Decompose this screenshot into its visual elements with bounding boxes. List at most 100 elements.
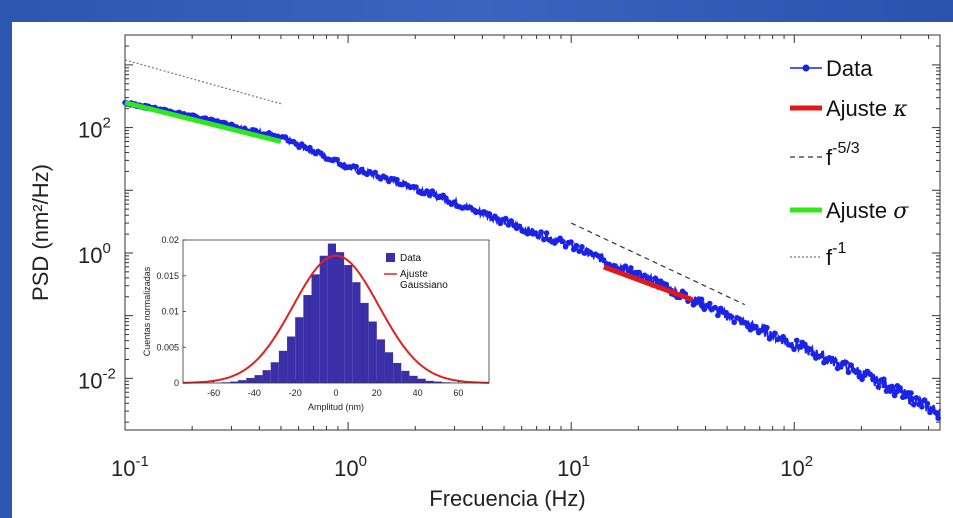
data-point (880, 376, 887, 382)
legend-data-marker (802, 64, 810, 72)
data-point (628, 265, 634, 271)
histogram-bar (336, 252, 345, 383)
inset-y-tick-label: 0.01 (161, 307, 179, 317)
data-point (910, 401, 917, 408)
histogram-bar (368, 321, 377, 383)
inset-x-tick-label: 0 (333, 388, 338, 398)
data-point (891, 392, 898, 399)
histogram-bar (278, 350, 288, 383)
inset-x-tick-label: -60 (207, 388, 220, 398)
histogram-bar (384, 352, 394, 383)
data-point (845, 369, 852, 376)
inset-y-axis-label: Cuentas normalizadas (142, 266, 152, 356)
data-point (715, 312, 721, 319)
legend-f-53-label: f-5/3 (826, 140, 860, 170)
data-point (861, 372, 868, 379)
inset-y-tick-label: 0.005 (156, 342, 179, 352)
data-point (897, 385, 903, 391)
data-point (573, 242, 580, 249)
data-point (576, 248, 582, 255)
histogram-bar (327, 243, 336, 383)
histogram-bar (352, 282, 361, 383)
data-point (307, 144, 313, 151)
data-point (543, 230, 550, 236)
inset-y-tick-label: 0.02 (161, 235, 179, 245)
data-point (913, 395, 920, 401)
data-point (334, 156, 340, 163)
data-point (853, 369, 860, 375)
data-point (647, 275, 653, 282)
data-point (810, 351, 816, 357)
data-point (837, 364, 844, 370)
x-tick-label: 100 (334, 453, 367, 481)
legend-fit-sigma-label: Ajuste σ (826, 198, 909, 224)
histogram-bar (270, 362, 279, 383)
histogram-bar (262, 370, 271, 383)
data-point (919, 404, 925, 410)
data-point (889, 383, 895, 390)
histogram-bar (376, 339, 385, 383)
data-point (413, 184, 419, 190)
data-point (872, 378, 879, 384)
data-point (706, 300, 713, 307)
histogram-bar (319, 255, 328, 383)
histogram-bar (425, 380, 434, 383)
inset-x-axis-label: Amplitud (nm) (308, 402, 364, 412)
data-point (424, 188, 430, 194)
data-point (753, 323, 759, 330)
histogram-bar (238, 380, 247, 383)
inset-y-tick-label: 0.015 (156, 271, 179, 281)
data-point (266, 130, 272, 136)
inset-x-tick-label: 60 (453, 388, 463, 398)
data-point (698, 296, 705, 303)
histogram-bar (401, 370, 410, 383)
histogram-bar (417, 378, 426, 383)
data-point (924, 400, 931, 407)
inset-x-tick-label: 20 (372, 388, 382, 398)
inset-legend-fit-label: Gaussiano (400, 280, 448, 291)
data-point (541, 236, 547, 243)
legend-fit-kappa-label: Ajuste κ (826, 96, 908, 122)
data-point (636, 269, 642, 276)
data-point (622, 263, 629, 270)
inset-y-tick-label: 0 (174, 378, 179, 388)
x-axis-label: Frecuencia (Hz) (429, 486, 585, 511)
legend-f-1-label: f-1 (826, 240, 846, 270)
data-point (562, 243, 569, 250)
data-point (848, 362, 854, 369)
inset-legend-data-label: Data (400, 253, 422, 264)
x-tick-label: 102 (780, 453, 813, 481)
data-point (516, 223, 523, 230)
data-point (486, 211, 493, 217)
data-point (600, 257, 607, 263)
histogram-bar (254, 375, 263, 383)
data-point (791, 346, 797, 353)
histogram-bar (229, 381, 239, 383)
data-point (859, 376, 865, 383)
data-point (426, 192, 433, 199)
data-point (394, 176, 400, 183)
data-point (742, 319, 748, 326)
data-point (372, 169, 379, 176)
inset-x-tick-label: 40 (413, 388, 423, 398)
data-point (875, 384, 882, 390)
data-point (793, 337, 800, 344)
fit-sigma-line (124, 100, 282, 144)
histogram-bar (360, 302, 369, 383)
histogram-bar (344, 265, 353, 383)
data-point (579, 243, 585, 250)
legend-data-label: Data (826, 56, 873, 81)
fit-kappa-line (602, 264, 694, 303)
data-point (568, 239, 574, 245)
data-point (818, 352, 825, 359)
x-tick-label: 101 (557, 453, 590, 481)
data-point (764, 324, 770, 331)
y-tick-label: 100 (78, 240, 111, 268)
histogram-bar (287, 336, 296, 383)
y-axis-label: PSD (nm²/Hz) (28, 164, 53, 301)
data-point (451, 199, 457, 205)
data-point (712, 304, 718, 311)
histogram-bar (409, 375, 418, 383)
